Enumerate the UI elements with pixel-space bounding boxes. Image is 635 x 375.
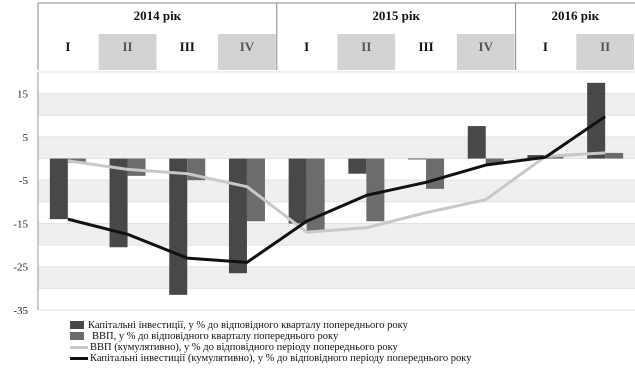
quarter-label: IV [240, 39, 255, 54]
series-line [67, 151, 606, 234]
quarter-label: II [600, 39, 610, 54]
legend-swatch [70, 321, 84, 329]
legend-label: ВВП (кумулятивно), у % до відповідного п… [90, 342, 398, 353]
y-tick-label: 5 [23, 132, 29, 144]
legend-label: ВВП, у % до відповідного кварталу попере… [92, 331, 339, 342]
bar [605, 152, 624, 159]
quarter-label: I [65, 39, 70, 54]
quarter-label: III [180, 39, 195, 54]
y-tick-label: -35 [13, 305, 28, 317]
y-tick-label: -25 [13, 262, 28, 274]
legend-label: Капітальні інвестиції, у % до відповідно… [88, 320, 408, 331]
bar [408, 158, 427, 160]
quarter-label: II [122, 39, 132, 54]
bar [485, 158, 504, 165]
quarter-label: I [304, 39, 309, 54]
series-line [67, 115, 606, 264]
bar [348, 158, 367, 174]
y-tick-label: -5 [19, 175, 29, 187]
quarter-label: IV [479, 39, 494, 54]
legend-item: ВВП, у % до відповідного кварталу попере… [70, 331, 630, 342]
legend-item: Капітальні інвестиції (кумулятивно), у %… [70, 353, 630, 364]
legend-swatch [70, 346, 88, 349]
bar [426, 158, 445, 189]
legend: Капітальні інвестиції, у % до відповідно… [70, 320, 630, 364]
bar [228, 158, 247, 274]
bar [49, 158, 68, 220]
quarter-label: II [361, 39, 371, 54]
bar [527, 155, 546, 159]
year-label: 2014 рік [134, 8, 182, 23]
bar [288, 158, 307, 224]
quarter-cell-shaded [576, 34, 634, 70]
bar [366, 158, 385, 222]
legend-swatch [70, 357, 88, 360]
bar [306, 158, 325, 233]
quarter-label: III [418, 39, 433, 54]
bar [246, 158, 265, 222]
legend-swatch [70, 332, 84, 340]
bar [127, 158, 146, 176]
bar [467, 126, 486, 159]
year-label: 2016 рік [552, 8, 600, 23]
y-tick-label: -15 [13, 218, 28, 230]
legend-item: ВВП (кумулятивно), у % до відповідного п… [70, 342, 630, 353]
quarter-cell-shaded [218, 34, 276, 70]
grid-band [38, 266, 635, 289]
quarter-cell-shaded [98, 34, 157, 70]
year-label: 2015 рік [372, 8, 420, 23]
bar [109, 158, 128, 248]
grid-band [38, 93, 635, 116]
quarter-label: I [543, 39, 548, 54]
bar [169, 158, 188, 295]
quarter-cell-shaded [456, 34, 515, 70]
quarter-cell-shaded [337, 34, 396, 70]
legend-item: Капітальні інвестиції, у % до відповідно… [70, 320, 630, 331]
y-tick-label: 15 [17, 89, 29, 101]
bar [587, 82, 606, 159]
legend-label: Капітальні інвестиції (кумулятивно), у %… [90, 353, 472, 364]
